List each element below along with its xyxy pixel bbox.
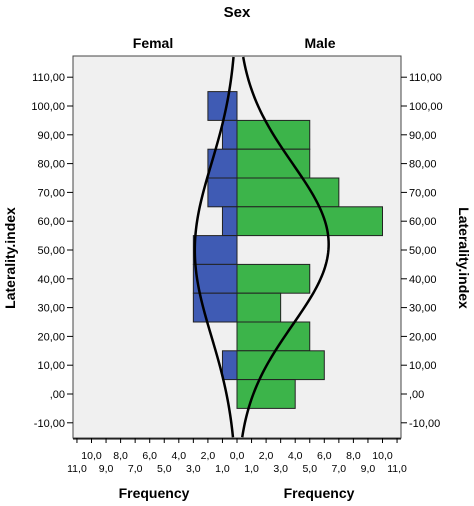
curves-layer bbox=[193, 56, 330, 438]
x-tick-label-upper: 4,0 bbox=[171, 450, 186, 462]
x-tick-label-lower: 9,0 bbox=[361, 463, 376, 475]
x-tick-label-upper: 8,0 bbox=[113, 450, 128, 462]
y-tick-label-right: 110,00 bbox=[409, 72, 442, 84]
panel-label-male: Male bbox=[304, 35, 335, 51]
x-tick-label-lower: 5,0 bbox=[157, 463, 172, 475]
x-tick-label-lower: 1,0 bbox=[244, 463, 259, 475]
y-axis-label-right: Laterality.index bbox=[456, 207, 472, 309]
bars-layer bbox=[192, 91, 383, 409]
bar-femal bbox=[207, 91, 238, 121]
x-tick-label-lower: 3,0 bbox=[273, 463, 288, 475]
y-tick-label-left: 50,00 bbox=[37, 245, 65, 257]
x-axis-label-right: Frequency bbox=[284, 485, 355, 501]
y-tick-label-right: 10,00 bbox=[409, 360, 437, 372]
x-axis-label-left: Frequency bbox=[119, 485, 190, 501]
y-tick-label-right: 60,00 bbox=[409, 216, 437, 228]
bar-male bbox=[236, 206, 383, 237]
y-tick-label-left: 60,00 bbox=[37, 216, 65, 228]
bar-male bbox=[236, 148, 311, 179]
y-tick-label-right: 80,00 bbox=[409, 159, 437, 171]
bar-femal bbox=[207, 177, 238, 208]
x-tick-label-upper: 10,0 bbox=[372, 450, 393, 462]
bar-femal bbox=[221, 206, 238, 237]
x-tick-label-lower: 1,0 bbox=[215, 463, 230, 475]
y-tick-label-right: 70,00 bbox=[409, 187, 437, 199]
y-tick-label-right: 100,00 bbox=[409, 101, 443, 113]
y-tick-label-left: ,00 bbox=[50, 389, 65, 401]
y-tick-label-right: ,00 bbox=[409, 389, 424, 401]
x-ticks-layer: 10,0 8,0 6,0 4,0 2,0 0,0 2,0 4,0 6,0 8,0 10,011,0 9… bbox=[67, 438, 407, 475]
y-ticks-layer: -10,00 -10,00 ,00 ,00 10,00 10,00 20,00 20,00 30… bbox=[31, 72, 442, 430]
bar-male bbox=[236, 321, 311, 352]
bar-femal bbox=[207, 148, 238, 179]
normal-curve-male bbox=[240, 56, 330, 438]
y-tick-label-left: 80,00 bbox=[37, 159, 65, 171]
chart-title: Sex bbox=[224, 4, 251, 21]
y-tick-label-right: 30,00 bbox=[409, 303, 437, 315]
y-tick-label-left: 110,00 bbox=[32, 72, 65, 84]
y-tick-label-left: 40,00 bbox=[37, 274, 65, 286]
bar-femal bbox=[221, 350, 238, 381]
bar-femal bbox=[221, 119, 238, 150]
x-tick-label-upper: 10,0 bbox=[81, 450, 102, 462]
y-tick-label-left: -10,00 bbox=[34, 418, 65, 430]
bar-femal bbox=[192, 235, 238, 265]
x-tick-label-upper: 6,0 bbox=[317, 450, 332, 462]
y-tick-label-right: 40,00 bbox=[409, 274, 437, 286]
x-tick-label-upper: 4,0 bbox=[288, 450, 303, 462]
x-tick-label-upper: 2,0 bbox=[259, 450, 274, 462]
y-tick-label-left: 30,00 bbox=[37, 303, 65, 315]
bar-male bbox=[236, 263, 311, 294]
y-axis-label-left: Laterality.index bbox=[2, 207, 18, 309]
y-tick-label-right: 50,00 bbox=[409, 245, 437, 257]
y-tick-label-left: 70,00 bbox=[37, 187, 65, 199]
y-tick-label-left: 90,00 bbox=[37, 130, 65, 142]
y-tick-label-right: 90,00 bbox=[409, 130, 437, 142]
bar-male bbox=[236, 177, 340, 208]
x-tick-label-lower: 3,0 bbox=[186, 463, 201, 475]
y-tick-label-left: 10,00 bbox=[37, 360, 65, 372]
bar-male bbox=[236, 292, 282, 323]
y-tick-label-right: 20,00 bbox=[409, 331, 437, 343]
y-tick-label-left: 100,00 bbox=[31, 101, 65, 113]
normal-curve-femal bbox=[193, 56, 235, 438]
x-tick-label-upper: 8,0 bbox=[346, 450, 361, 462]
bar-male bbox=[236, 350, 325, 381]
panel-label-femal: Femal bbox=[133, 35, 173, 51]
bar-male bbox=[236, 379, 296, 409]
x-tick-label-upper: 0,0 bbox=[230, 450, 245, 462]
x-tick-label-lower: 11,0 bbox=[67, 463, 87, 475]
x-tick-label-upper: 6,0 bbox=[142, 450, 157, 462]
bar-femal bbox=[192, 263, 238, 294]
x-tick-label-lower: 7,0 bbox=[128, 463, 143, 475]
x-tick-label-lower: 5,0 bbox=[302, 463, 317, 475]
y-tick-label-right: -10,00 bbox=[409, 418, 440, 430]
x-tick-label-upper: 2,0 bbox=[201, 450, 216, 462]
y-tick-label-left: 20,00 bbox=[37, 331, 65, 343]
x-tick-label-lower: 7,0 bbox=[332, 463, 347, 475]
x-tick-label-lower: 9,0 bbox=[99, 463, 114, 475]
x-tick-label-lower: 11,0 bbox=[387, 463, 407, 475]
